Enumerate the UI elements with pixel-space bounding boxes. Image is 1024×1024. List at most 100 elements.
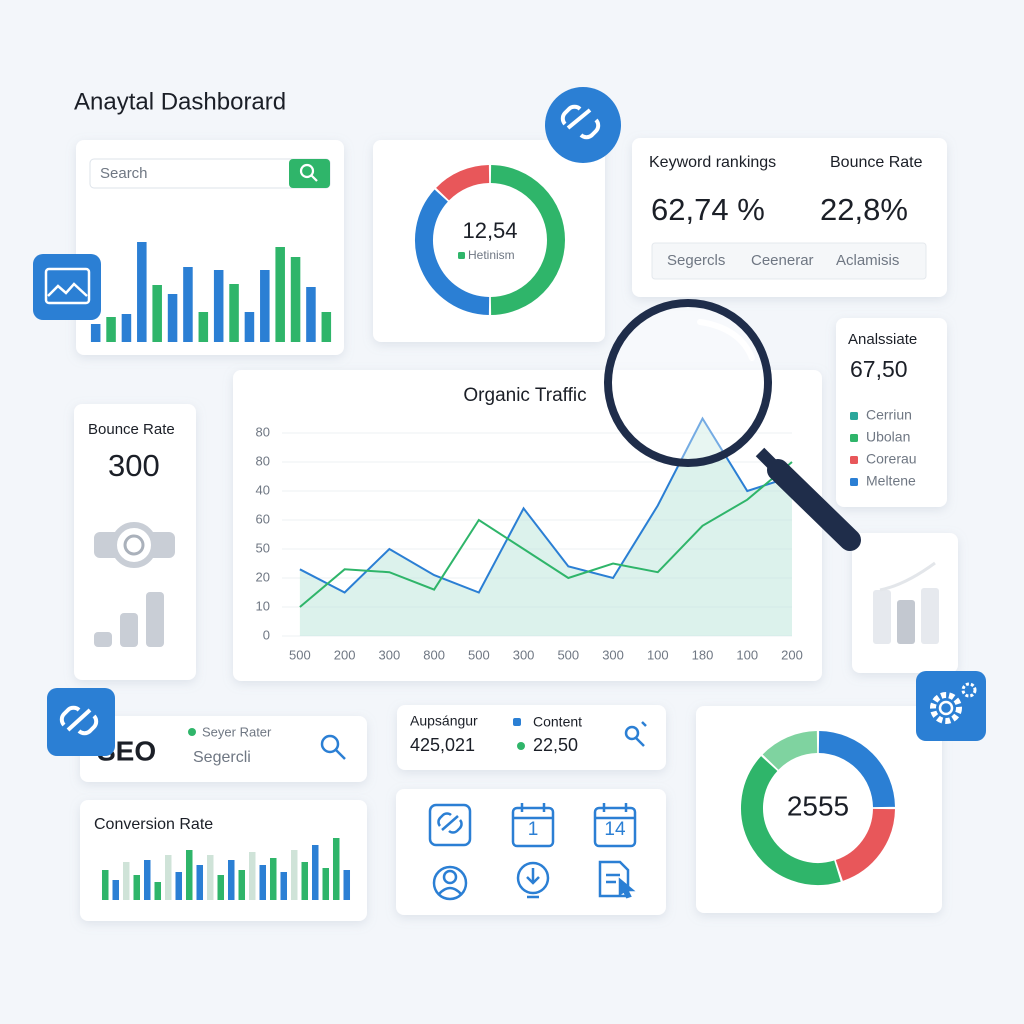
seo-search-icon[interactable]	[335, 749, 346, 760]
stats-search-icon[interactable]	[641, 721, 647, 727]
mini-bars-decoration	[897, 600, 915, 644]
chart-title: Organic Traffic	[463, 385, 586, 406]
seo-search-icon[interactable]	[320, 734, 346, 760]
search-icon	[299, 163, 318, 182]
bar	[137, 242, 147, 342]
donut-segment	[741, 756, 841, 885]
x-tick-label: 200	[334, 647, 356, 662]
x-tick-label: 800	[423, 647, 445, 662]
y-tick-label: 40	[256, 482, 270, 497]
download-icon[interactable]	[526, 868, 540, 899]
bar	[112, 880, 120, 900]
x-tick-label: 500	[289, 647, 311, 662]
bar	[322, 868, 330, 900]
floating-link-icon[interactable]	[47, 688, 115, 756]
floating-gear-icon[interactable]	[938, 700, 954, 716]
tab[interactable]: Ceenerar	[751, 252, 814, 269]
y-tick-label: 50	[256, 540, 270, 555]
bar	[206, 855, 214, 900]
charts: Cerriun Ubolan Corerau Meltene 12,54 Hetinism…	[90, 165, 917, 900]
traffic-area	[299, 418, 792, 636]
bounce-number: 300	[108, 448, 160, 483]
seo-item: Segercli	[193, 749, 251, 766]
magnifier-handle	[767, 459, 861, 551]
bar	[306, 287, 316, 342]
calendar-day: 14	[604, 819, 626, 840]
x-tick-label: 500	[468, 647, 490, 662]
floating-image-icon[interactable]	[33, 254, 101, 320]
floating-gear-icon[interactable]	[961, 682, 977, 698]
pointer-icon[interactable]	[618, 877, 636, 899]
document-icon[interactable]	[598, 860, 630, 898]
dashboard-title: Anaytal Dashborard	[74, 88, 286, 115]
y-tick-label: 20	[256, 569, 270, 584]
search-icon	[310, 174, 318, 182]
link-icon[interactable]	[437, 812, 463, 834]
legend-label: Meltene	[866, 473, 916, 489]
search-button[interactable]	[289, 159, 330, 188]
user-icon[interactable]	[442, 869, 458, 885]
x-tick-label: 100	[736, 647, 758, 662]
floating-gear-icon[interactable]	[930, 692, 962, 724]
bar	[301, 862, 309, 900]
keyword-value: 62,74 %	[651, 192, 765, 227]
legend-label: Corerau	[866, 451, 917, 467]
seo-search-icon[interactable]	[320, 734, 340, 754]
floating-link-icon[interactable]	[59, 705, 99, 736]
floating-image-icon[interactable]	[44, 267, 91, 305]
bar	[217, 875, 225, 900]
chart-title: Conversion Rate	[94, 816, 213, 833]
x-tick-label: 300	[602, 647, 624, 662]
bounce-decoration	[120, 613, 138, 647]
legend-label: Hetinism	[468, 248, 515, 262]
bar	[259, 865, 267, 900]
donut-center-label: 12,54	[462, 218, 517, 243]
bar	[260, 270, 270, 342]
floating-gear-icon[interactable]	[916, 671, 986, 741]
donut-center-label: 2555	[787, 790, 849, 821]
magnifier-lens	[604, 299, 772, 467]
donut-segment	[835, 808, 895, 881]
tab[interactable]: Segercls	[667, 252, 725, 269]
bar	[154, 882, 162, 900]
bar	[185, 850, 193, 900]
tab-bar	[651, 242, 927, 280]
stats-search-icon[interactable]	[624, 721, 647, 747]
x-tick-label: 200	[781, 647, 803, 662]
traffic-line	[299, 461, 793, 608]
keyword-label: Keyword rankings	[649, 154, 776, 171]
legend-dot	[517, 742, 525, 750]
calendar-icon[interactable]	[511, 806, 555, 848]
stats-panel	[397, 705, 666, 770]
floating-link-icon[interactable]	[545, 87, 621, 163]
floating-link-icon[interactable]	[545, 87, 621, 163]
donut-segment	[818, 731, 895, 808]
donut-segment	[762, 731, 818, 771]
analysis-title: Analssiate	[848, 331, 917, 348]
link-icon[interactable]	[428, 803, 472, 847]
x-tick-label: 300	[513, 647, 535, 662]
bar	[167, 294, 178, 342]
floating-image-icon[interactable]	[47, 282, 88, 297]
stats-search-icon[interactable]	[635, 737, 645, 747]
legend-label: Ubolan	[866, 429, 910, 445]
tab[interactable]: Aclamisis	[836, 252, 899, 269]
calendar-day: 1	[528, 819, 539, 840]
y-tick-label: 80	[256, 453, 270, 468]
search-placeholder: Search	[100, 165, 148, 182]
bar	[332, 838, 340, 900]
user-icon[interactable]	[438, 886, 462, 895]
bar	[183, 267, 193, 342]
analysis-panel	[836, 318, 947, 507]
user-icon[interactable]	[432, 865, 468, 901]
bar	[121, 314, 132, 342]
floating-image-icon[interactable]	[33, 254, 101, 320]
floating-link-icon[interactable]	[47, 688, 115, 756]
y-tick-label: 80	[256, 424, 270, 439]
stats-search-icon[interactable]	[624, 725, 640, 741]
floating-link-icon[interactable]	[560, 104, 601, 140]
download-icon[interactable]	[516, 861, 550, 895]
calendar-icon[interactable]	[593, 806, 637, 848]
stats-item: 22,50	[533, 735, 578, 755]
